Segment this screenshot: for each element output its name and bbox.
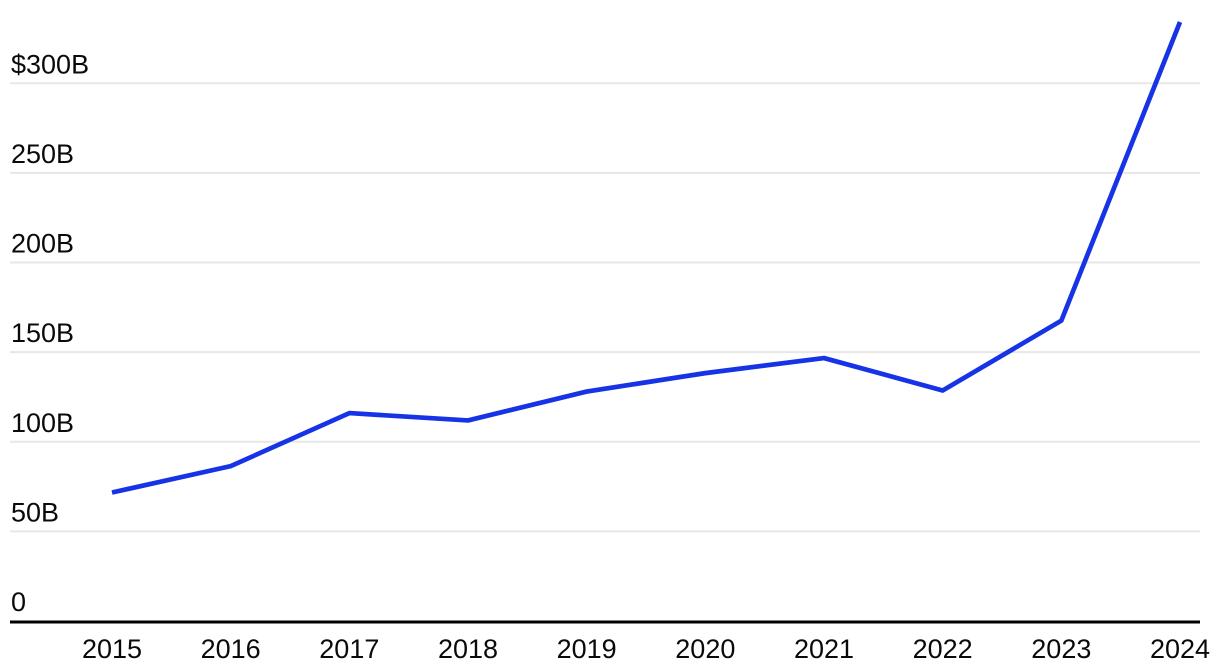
y-axis-labels-group: $300B 250B 200B 150B 100B 50B 0 [11,49,89,617]
y-tick-label-300: $300B [11,49,89,79]
y-tick-label-100: 100B [11,408,74,438]
x-axis-group: 2015 2016 2017 2018 2019 2020 2021 2022 2023 2024 [10,620,1210,664]
y-tick-label-150: 150B [11,318,74,348]
x-tick-label-2023: 2023 [1031,634,1091,664]
x-tick-label-2022: 2022 [913,634,973,664]
x-tick-label-2018: 2018 [438,634,498,664]
x-tick-label-2016: 2016 [201,634,261,664]
x-tick-label-2024: 2024 [1150,634,1210,664]
gridlines-group [10,82,1200,533]
x-tick-label-2015: 2015 [82,634,142,664]
series-group [111,21,1183,495]
x-tick-label-2019: 2019 [557,634,617,664]
x-tick-label-2017: 2017 [319,634,379,664]
x-tick-label-2020: 2020 [675,634,735,664]
y-tick-label-0: 0 [11,587,26,617]
y-tick-label-50: 50B [11,497,59,527]
x-tick-label-2021: 2021 [794,634,854,664]
data-line-value-billions-usd [111,21,1183,495]
y-tick-label-200: 200B [11,229,74,259]
y-tick-label-250: 250B [11,139,74,169]
